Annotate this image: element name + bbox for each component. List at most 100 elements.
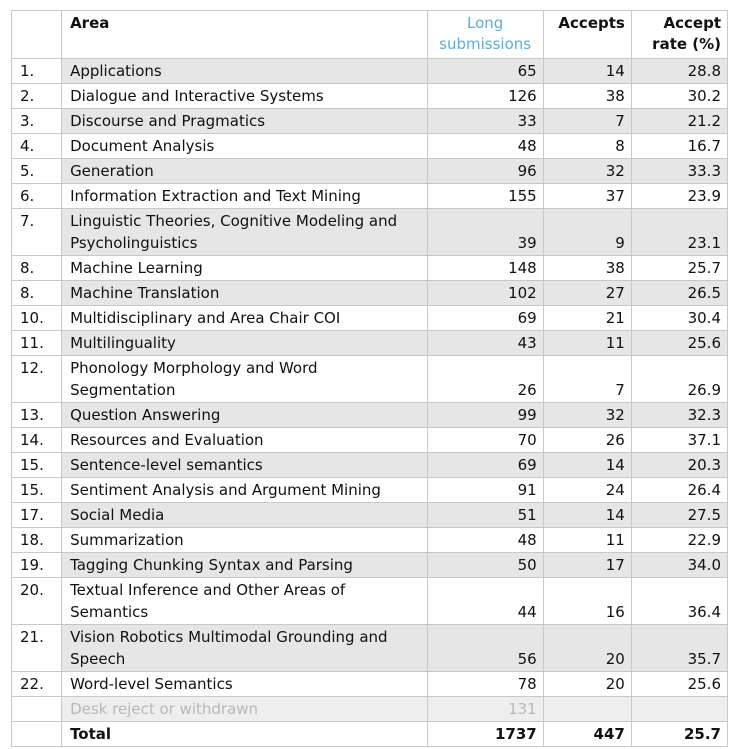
table-cell: 37	[542, 183, 632, 209]
table-cell: 25.6	[630, 330, 729, 356]
table-cell: 11	[542, 527, 632, 553]
table-cell: 50	[426, 552, 544, 578]
table-cell: 34.0	[630, 552, 729, 578]
table-cell: Document Analysis	[61, 133, 428, 159]
table-cell: Applications	[61, 58, 428, 84]
table-cell: 20.	[10, 577, 63, 625]
table-cell: 15.	[10, 452, 63, 478]
table-cell: 13.	[10, 402, 63, 428]
table-cell: Multilinguality	[61, 330, 428, 356]
table-cell: 8	[542, 133, 632, 159]
table-cell: Dialogue and Interactive Systems	[61, 83, 428, 109]
table-cell	[10, 10, 63, 59]
table-cell: 24	[542, 477, 632, 503]
table-cell: 26	[426, 355, 544, 403]
table-cell: 11.	[10, 330, 63, 356]
table-cell: 36.4	[630, 577, 729, 625]
table-row: 15. Sentence-level semantics 69 14 20.3	[10, 452, 729, 478]
table-cell: Linguistic Theories, Cognitive Modeling …	[61, 208, 428, 256]
table-cell: Information Extraction and Text Mining	[61, 183, 428, 209]
table-row: 20. Textual Inference and Other Areas of …	[10, 577, 729, 625]
table-cell	[630, 696, 729, 722]
table-cell: 32.3	[630, 402, 729, 428]
table-cell: 2.	[10, 83, 63, 109]
table-cell: 33.3	[630, 158, 729, 184]
table-cell: 39	[426, 208, 544, 256]
table-cell: 48	[426, 527, 544, 553]
table-row: Area Long submissions Accepts Accept rate (…	[10, 10, 729, 59]
table-cell: Area	[61, 10, 428, 59]
table-cell: 7	[542, 355, 632, 403]
table-row: 12. Phonology Morphology and Word Segment…	[10, 355, 729, 403]
table-cell: Multidisciplinary and Area Chair COI	[61, 305, 428, 331]
table-cell: 21	[542, 305, 632, 331]
table-cell: 21.2	[630, 108, 729, 134]
table-cell: 19.	[10, 552, 63, 578]
table-cell: 131	[426, 696, 544, 722]
table-cell: 18.	[10, 527, 63, 553]
table-cell: Tagging Chunking Syntax and Parsing	[61, 552, 428, 578]
table-cell: 8.	[10, 255, 63, 281]
table-cell: 8.	[10, 280, 63, 306]
table-cell: 14	[542, 452, 632, 478]
table-cell: 48	[426, 133, 544, 159]
table-cell: 17	[542, 552, 632, 578]
table-cell: 38	[542, 255, 632, 281]
table-cell: 56	[426, 624, 544, 672]
table-cell: 26	[542, 427, 632, 453]
table-cell: 91	[426, 477, 544, 503]
table-cell: 7.	[10, 208, 63, 256]
table-cell: Accept rate (%)	[630, 10, 729, 59]
table-row: 21. Vision Robotics Multimodal Grounding …	[10, 624, 729, 672]
table-cell: 25.7	[630, 721, 729, 747]
table-row: 7. Linguistic Theories, Cognitive Modelin…	[10, 208, 729, 256]
table-cell: 16	[542, 577, 632, 625]
table-row: 10. Multidisciplinary and Area Chair COI 6…	[10, 305, 729, 331]
table-cell: 126	[426, 83, 544, 109]
table-row: 2. Dialogue and Interactive Systems 126 38 3…	[10, 83, 729, 109]
table-row: Desk reject or withdrawn 131	[10, 696, 729, 722]
table-cell: 43	[426, 330, 544, 356]
table-cell: 22.	[10, 671, 63, 697]
table-cell: 3.	[10, 108, 63, 134]
table-cell: 27	[542, 280, 632, 306]
table-cell: 25.6	[630, 671, 729, 697]
table-cell: 9	[542, 208, 632, 256]
table-cell: 32	[542, 158, 632, 184]
table-cell: 33	[426, 108, 544, 134]
table-cell: 35.7	[630, 624, 729, 672]
table-cell: Machine Translation	[61, 280, 428, 306]
table-cell: 102	[426, 280, 544, 306]
table-cell: 10.	[10, 305, 63, 331]
table-row: 17. Social Media 51 14 27.5	[10, 502, 729, 528]
table-cell: 16.7	[630, 133, 729, 159]
table-cell: 21.	[10, 624, 63, 672]
table-cell: 155	[426, 183, 544, 209]
table-cell: Generation	[61, 158, 428, 184]
table-cell: 70	[426, 427, 544, 453]
table-cell: 14	[542, 502, 632, 528]
table-cell: 7	[542, 108, 632, 134]
table-cell: Question Answering	[61, 402, 428, 428]
table-cell: 27.5	[630, 502, 729, 528]
table-cell: Long submissions	[426, 10, 544, 59]
table-cell: 23.9	[630, 183, 729, 209]
table-cell: 65	[426, 58, 544, 84]
table-cell: Machine Learning	[61, 255, 428, 281]
table-cell: 25.7	[630, 255, 729, 281]
table-cell: Discourse and Pragmatics	[61, 108, 428, 134]
table-row: 4. Document Analysis 48 8 16.7	[10, 133, 729, 159]
table-cell: 28.8	[630, 58, 729, 84]
table-cell: 26.4	[630, 477, 729, 503]
table-cell: 26.5	[630, 280, 729, 306]
table-cell: 6.	[10, 183, 63, 209]
table-cell: Word-level Semantics	[61, 671, 428, 697]
table-cell: 1.	[10, 58, 63, 84]
table-row: Total 1737 447 25.7	[10, 721, 729, 747]
table-cell: 51	[426, 502, 544, 528]
table-cell: Phonology Morphology and Word Segmentati…	[61, 355, 428, 403]
table-cell: Textual Inference and Other Areas of Sem…	[61, 577, 428, 625]
table-cell: Sentence-level semantics	[61, 452, 428, 478]
table-cell: 4.	[10, 133, 63, 159]
